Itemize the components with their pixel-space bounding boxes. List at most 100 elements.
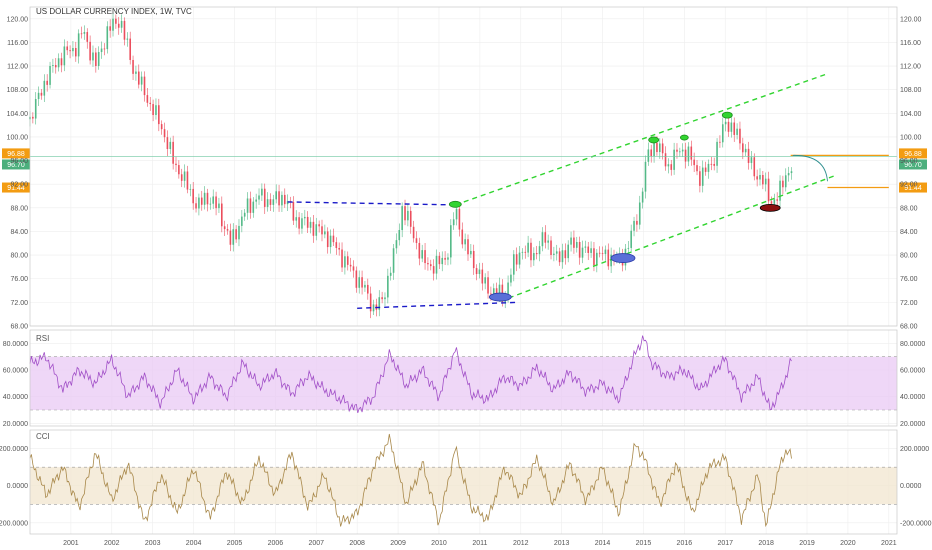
price-candle-body <box>704 167 707 172</box>
price-candle-body <box>484 277 486 284</box>
price-candle-body <box>49 65 51 85</box>
price-candle-body <box>149 102 152 105</box>
price-candle-body <box>166 137 169 150</box>
price-candle-body <box>518 252 521 265</box>
price-candle-body <box>633 220 635 231</box>
price-candle-body <box>747 148 750 163</box>
price-candle-body <box>92 52 94 61</box>
price-candle-body <box>412 226 415 239</box>
price-candle-body <box>578 241 581 258</box>
price-candle-body <box>790 171 793 174</box>
price-candle-body <box>401 206 403 231</box>
price-candle-body <box>424 250 426 264</box>
price-candle-body <box>123 20 126 40</box>
price-candle-body <box>266 199 269 207</box>
price-candle-body <box>547 240 549 243</box>
price-candle-body <box>767 178 770 202</box>
y-tick-label-right: 68.00 <box>900 324 918 331</box>
price-candle-body <box>461 229 464 245</box>
price-candle-body <box>200 197 203 205</box>
channel-lower-line <box>500 174 836 302</box>
price-candle-body <box>281 194 283 206</box>
price-candle-body <box>447 257 449 260</box>
price-candle-body <box>590 248 592 253</box>
price-candle-body <box>54 65 57 68</box>
price-candle-body <box>721 124 724 143</box>
price-candle-body <box>458 208 461 230</box>
price-candle-body <box>215 196 217 209</box>
blue-ellipse-marker <box>488 292 512 302</box>
price-candle-body <box>117 23 120 28</box>
time-tick-label: 2008 <box>349 540 365 547</box>
gridlines <box>30 7 897 534</box>
price-candle-body <box>570 237 572 245</box>
price-candle-body <box>664 153 667 167</box>
price-candle-body <box>750 157 753 163</box>
price-candle-body <box>272 199 275 205</box>
time-tick-label: 2014 <box>595 540 611 547</box>
price-candle-body <box>541 232 544 247</box>
price-candle-body <box>435 255 438 274</box>
price-candle-body <box>558 251 561 263</box>
price-candle-body <box>472 250 475 269</box>
price-candle-body <box>392 248 395 273</box>
price-candle-body <box>80 33 83 35</box>
price-candle-body <box>515 254 518 265</box>
price-candle-body <box>601 253 604 255</box>
price-candle-body <box>487 277 489 294</box>
y-tick-label-left: 88.00 <box>10 205 28 212</box>
price-candle-body <box>235 229 237 240</box>
price-candle-body <box>538 246 541 255</box>
indicator-bands <box>30 356 897 505</box>
price-candle-body <box>610 254 612 267</box>
price-candle-body <box>112 18 114 31</box>
price-candle-body <box>292 202 295 221</box>
price-candle-body <box>719 141 721 143</box>
price-candle-body <box>332 235 335 243</box>
price-candle-body <box>183 171 186 181</box>
y-tick-label-left: 76.00 <box>10 276 28 283</box>
y-tick-label-left: 200.0000 <box>0 446 28 453</box>
price-candle-body <box>587 246 590 253</box>
price-candle-body <box>163 129 166 138</box>
price-candle-body <box>507 282 509 296</box>
price-candle-body <box>255 199 257 202</box>
price-candle-body <box>544 232 547 243</box>
y-tick-label-left: 92.00 <box>10 182 28 189</box>
time-tick-label: 2009 <box>390 540 406 547</box>
axes-layer: 2001 2002 2003 2004 2005 2006 2007 2008 2009 2010… <box>0 6 932 547</box>
price-candle-body <box>286 201 289 205</box>
price-candle-body <box>129 38 131 60</box>
price-candle-body <box>160 124 163 130</box>
price-candle-body <box>759 175 761 180</box>
orange-lower-badge-left: 91.44 <box>7 185 25 192</box>
price-candle-body <box>690 146 693 160</box>
price-candle-body <box>158 105 160 125</box>
price-candle-body <box>100 48 103 53</box>
price-candle-body <box>415 238 418 243</box>
chart-title: US DOLLAR CURRENCY INDEX, 1W, TVC <box>36 7 192 16</box>
price-candle-body <box>263 188 266 207</box>
price-candle-body <box>178 165 180 175</box>
price-candle-body <box>169 141 172 150</box>
price-candle-body <box>246 198 249 213</box>
price-candle-body <box>120 20 123 28</box>
time-tick-label: 2002 <box>104 540 120 547</box>
price-candle-body <box>95 52 97 66</box>
price-candle-body <box>275 191 277 200</box>
price-candle-body <box>432 266 435 274</box>
price-candle-body <box>241 216 243 226</box>
y-tick-label-right: 80.0000 <box>900 341 925 348</box>
rsi-band <box>30 356 897 410</box>
price-candle-body <box>132 59 134 74</box>
price-candle-body <box>66 46 69 51</box>
price-candle-body <box>742 143 744 153</box>
price-candle-body <box>418 242 421 259</box>
price-candle-body <box>295 217 298 221</box>
price-candle-body <box>727 121 730 132</box>
price-candle-body <box>395 240 398 249</box>
orange-upper-badge-left: 96.88 <box>7 151 25 158</box>
price-candle-body <box>252 201 255 213</box>
price-candle-body <box>261 188 263 196</box>
